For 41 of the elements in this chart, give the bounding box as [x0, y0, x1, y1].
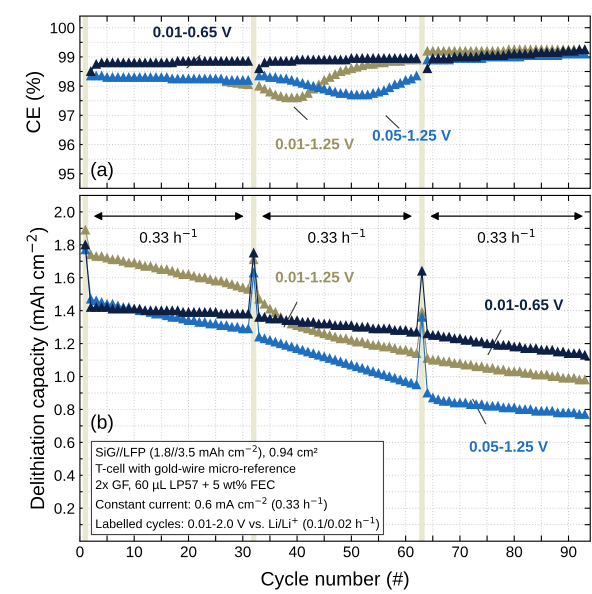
- text: SiG//LFP (1.8//3.5 mAh cm$^{−2}$), 0.94 cm² T-cell with gold-wire micro-reference 2x GF, 60 µL LP57 + 5 wt% FEC Constant current: 0.6 mA cm$^{−2}$ (0.33 h$^{−1}$) Labelled cycles: 0.01-2.0 V vs. Li/Li$^{+}$ (0.1/0.02 h$^{−1}$): [96, 445, 379, 531]
- y-tick-label: 98: [58, 80, 74, 92]
- annotation: 0.33 h$^{−1}$: [308, 229, 365, 243]
- x-tick-label: 80: [506, 546, 522, 558]
- x-tick-label: 0: [76, 546, 84, 558]
- y-tick-label: 2.0: [54, 206, 74, 218]
- y-tick-label: 0.2: [54, 503, 74, 514]
- x-axis-title: Cycle number (#): [262, 571, 408, 590]
- text: 0.01-1.25 V: [276, 138, 354, 150]
- text: 0.05-1.25 V: [372, 130, 452, 141]
- y-tick-label: 1.4: [54, 306, 75, 316]
- series-label: 0.05-1.25 V: [470, 441, 548, 452]
- series-label: 0.01-0.65 V: [484, 299, 564, 310]
- annotation: 0.33 h$^{−1}$: [478, 229, 535, 243]
- x-tick-label: 60: [398, 546, 414, 558]
- y-tick-label: 1.8: [54, 240, 74, 250]
- annotation: 0.33 h$^{−1}$: [140, 229, 197, 243]
- x-tick-label: 20: [180, 546, 196, 558]
- y-tick-label: 0.8: [54, 404, 74, 416]
- x-tick-label: 90: [560, 546, 576, 558]
- y-tick-label: 0.6: [54, 437, 74, 448]
- series-label: 0.01-0.65 V: [153, 26, 232, 38]
- y-tick-label: 1.6: [54, 272, 74, 284]
- x-tick-label: 30: [234, 546, 251, 558]
- x-tick-label: 10: [126, 546, 142, 558]
- x-tick-label: 50: [343, 546, 360, 558]
- y-tick-label: 0.4: [54, 470, 75, 481]
- x-tick-label: 70: [452, 546, 468, 558]
- y-tick-label: 96: [58, 139, 74, 150]
- y-tick-label: 95: [58, 168, 74, 180]
- y-tick-label: 97: [58, 110, 74, 121]
- y-axis-title: Delithiation capacity (mAh cm$^{−2}$): [26, 228, 48, 508]
- annotation: (a): [91, 162, 113, 180]
- y-tick-label: 1.0: [54, 371, 74, 382]
- y-axis-title: CE (%): [26, 72, 44, 133]
- y-tick-label: 100: [50, 22, 74, 34]
- annotation: (b): [91, 414, 113, 433]
- y-tick-label: 99: [58, 52, 74, 63]
- x-tick-label: 40: [288, 546, 305, 558]
- y-tick-label: 1.2: [54, 338, 74, 350]
- series-label: 0.01-1.25 V: [276, 272, 354, 282]
